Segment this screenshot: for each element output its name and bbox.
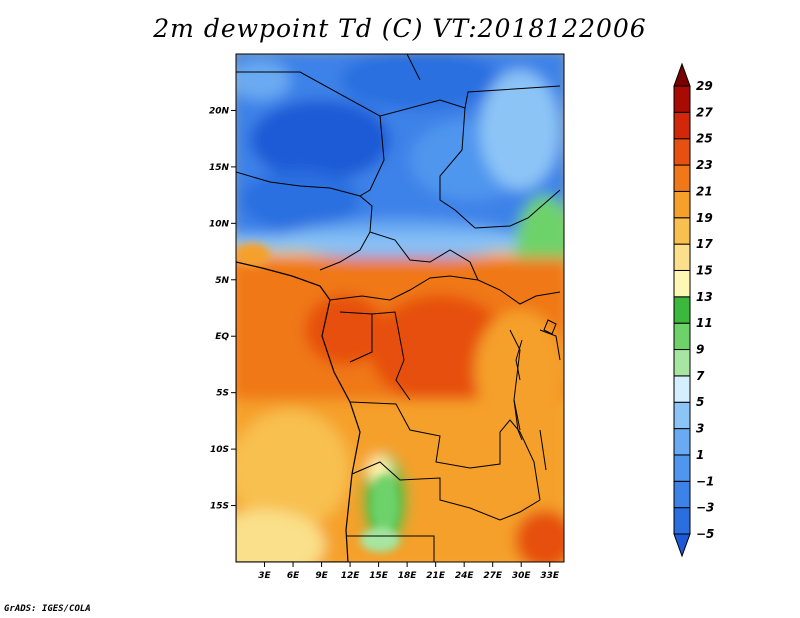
colorbar-swatch (673, 190, 691, 219)
lat-tick-label: EQ (215, 332, 229, 342)
colorbar-label: 13 (696, 290, 713, 304)
map-frame (235, 53, 565, 563)
colorbar-label: 9 (696, 343, 704, 357)
colorbar-label: 1 (696, 448, 704, 462)
lon-tick-label: 3E (258, 571, 271, 581)
lon-tick-label: 15E (369, 571, 389, 581)
colorbar-swatch (673, 269, 691, 298)
lon-tick-label: 33E (540, 571, 560, 581)
colorbar-swatch (673, 243, 691, 271)
colorbar-swatch (673, 322, 691, 351)
colorbar-label: 19 (696, 211, 713, 225)
colorbar-label: −3 (696, 501, 714, 515)
colorbar-label: 5 (696, 395, 704, 409)
lat-tick-label: 15S (210, 502, 229, 512)
colorbar-label: 17 (696, 237, 713, 251)
lon-tick-label: 30E (512, 571, 532, 581)
colorbar-swatch (673, 85, 691, 113)
colorbar-label: 27 (696, 105, 713, 119)
colorbar-swatch (673, 111, 691, 140)
colorbar-swatch (673, 296, 691, 324)
colorbar-swatch (673, 138, 691, 166)
colorbar-label: 15 (696, 263, 713, 277)
colorbar-label: 11 (696, 316, 713, 330)
colorbar-label: −1 (696, 474, 714, 488)
lat-tick-label: 10S (210, 445, 229, 455)
lon-tick-label: 18E (398, 571, 418, 581)
colorbar-swatch (673, 428, 691, 456)
colorbar-swatch (673, 349, 691, 377)
colorbar-swatch (673, 480, 691, 509)
colorbar-label: 21 (696, 184, 713, 198)
colorbar-swatch (673, 217, 691, 245)
lat-tick-label: 5N (215, 276, 229, 286)
colorbar-label: 7 (696, 369, 705, 383)
dewpoint-field (236, 54, 564, 562)
colorbar-swatch (673, 454, 691, 482)
lon-tick-label: 12E (341, 571, 361, 581)
lat-tick-label: 10N (209, 219, 230, 229)
colorbar-swatch (673, 375, 691, 403)
lon-tick-label: 6E (287, 571, 300, 581)
colorbar-label: −5 (696, 527, 714, 541)
lon-tick-label: 24E (455, 571, 475, 581)
colorbar-label: 25 (696, 132, 713, 146)
lat-tick-label: 5S (216, 389, 229, 399)
lon-tick-label: 27E (483, 571, 503, 581)
colorbar-label: 23 (696, 158, 713, 172)
lat-tick-label: 15N (209, 163, 230, 173)
colorbar-swatch (673, 62, 691, 87)
colorbar-label: 3 (696, 422, 704, 436)
coastline (236, 261, 361, 562)
credit-text: GrADS: IGES/COLA (4, 604, 91, 614)
lon-tick-label: 9E (315, 571, 328, 581)
colorbar-label: 29 (696, 79, 713, 93)
colorbar-swatch (673, 401, 691, 430)
map-title: 2m dewpoint Td (C) VT:2018122006 (153, 14, 647, 43)
lakes (513, 319, 557, 471)
lon-tick-label: 21E (426, 571, 446, 581)
colorbar-swatch (673, 533, 691, 558)
colorbar-swatch (673, 507, 691, 535)
lat-tick-label: 20N (209, 106, 230, 116)
axis-ticks: 3E 6E 9E 12E 15E 18E 21E 24E 27E 30E 33E 20N 15N 10N 5… (209, 106, 560, 581)
country-borders (236, 54, 561, 562)
colorbar-swatch (673, 164, 691, 192)
